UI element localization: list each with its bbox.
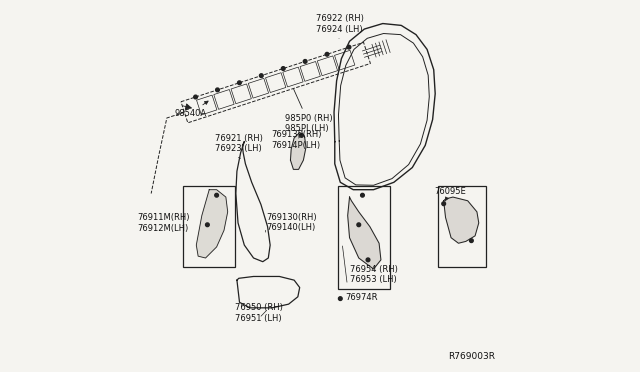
Circle shape — [470, 239, 473, 243]
Circle shape — [216, 88, 220, 92]
Text: 76974R: 76974R — [345, 293, 378, 302]
Circle shape — [300, 134, 303, 137]
Circle shape — [442, 202, 445, 206]
Text: R769003R: R769003R — [449, 352, 495, 361]
Text: 76095E: 76095E — [435, 187, 466, 201]
Text: 985P0 (RH)
985PI (LH): 985P0 (RH) 985PI (LH) — [285, 89, 333, 133]
Circle shape — [259, 74, 263, 77]
Text: 76911M(RH)
76912M(LH): 76911M(RH) 76912M(LH) — [137, 213, 189, 232]
Circle shape — [303, 60, 307, 63]
Circle shape — [237, 81, 241, 84]
Circle shape — [325, 52, 329, 56]
Polygon shape — [291, 132, 306, 169]
Text: 76954 (RH)
76953 (LH): 76954 (RH) 76953 (LH) — [349, 264, 397, 284]
Circle shape — [282, 67, 285, 70]
Circle shape — [360, 193, 364, 197]
Circle shape — [366, 258, 370, 262]
Text: 76922 (RH)
76924 (LH): 76922 (RH) 76924 (LH) — [316, 14, 364, 33]
Polygon shape — [444, 197, 479, 243]
Circle shape — [357, 223, 360, 227]
Polygon shape — [196, 190, 228, 258]
Circle shape — [347, 45, 351, 49]
Text: 76913P(RH)
76914P(LH): 76913P(RH) 76914P(LH) — [271, 130, 322, 150]
Text: 98540A: 98540A — [174, 101, 208, 118]
Circle shape — [194, 95, 197, 99]
Text: 76921 (RH)
76923 (LH): 76921 (RH) 76923 (LH) — [215, 134, 262, 153]
Circle shape — [215, 193, 218, 197]
Polygon shape — [348, 197, 381, 269]
Text: 769130(RH)
769140(LH): 769130(RH) 769140(LH) — [266, 213, 317, 232]
Circle shape — [205, 223, 209, 227]
Text: 76950 (RH)
76951 (LH): 76950 (RH) 76951 (LH) — [235, 304, 283, 323]
Circle shape — [339, 297, 342, 301]
